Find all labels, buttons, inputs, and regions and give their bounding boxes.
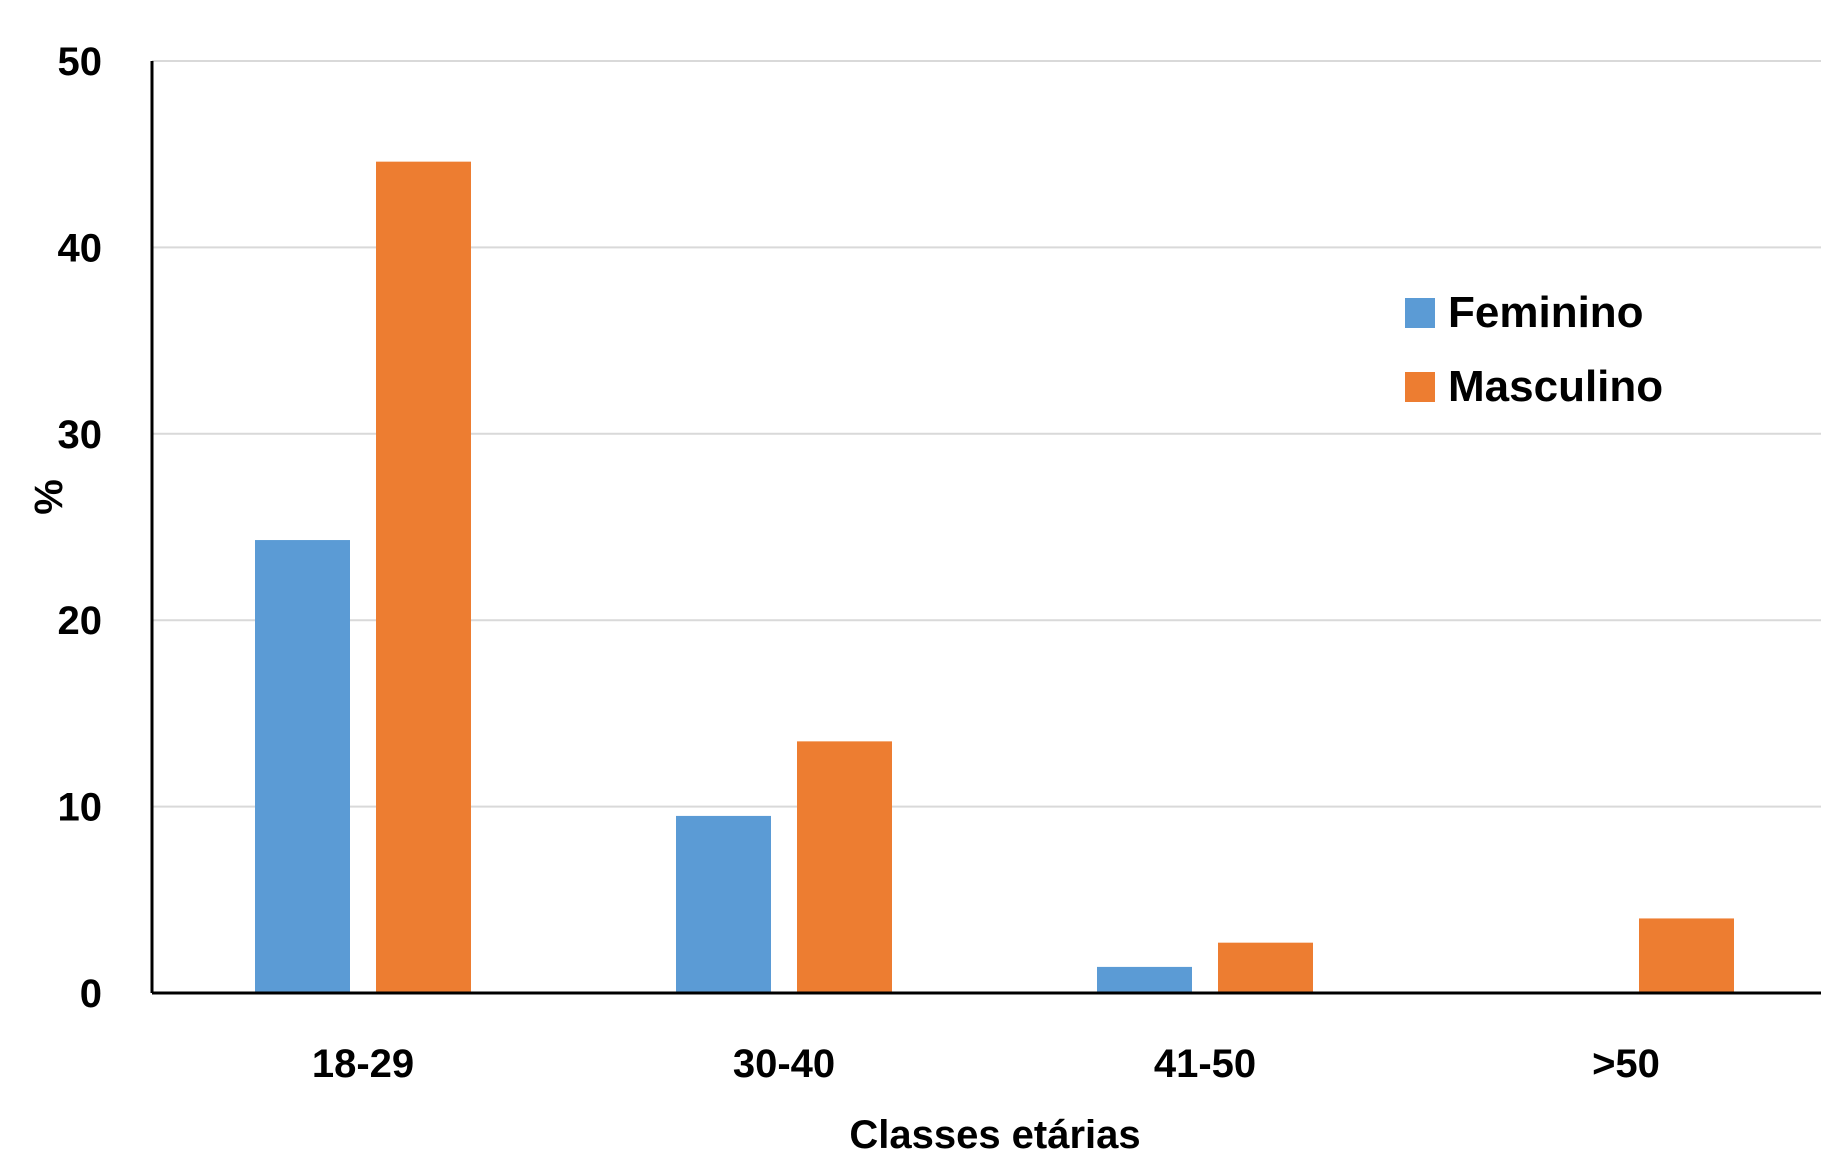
legend-label-masculino: Masculino — [1448, 362, 1663, 411]
y-tick-label: 0 — [80, 972, 102, 1016]
y-tick-label: 40 — [58, 226, 103, 270]
bar-feminino-2 — [1097, 966, 1192, 993]
bars — [255, 161, 1734, 993]
bar-feminino-1 — [676, 815, 771, 993]
axes — [150, 61, 1821, 995]
y-tick-label: 10 — [58, 786, 103, 830]
y-tick-label: 30 — [58, 413, 103, 457]
x-tick-label: >50 — [1592, 1042, 1660, 1086]
legend-swatch-masculino — [1405, 372, 1435, 402]
x-tick-label: 30-40 — [733, 1042, 835, 1086]
x-tick-labels: 18-29 30-40 41-50 >50 — [312, 1042, 1660, 1086]
y-tick-label: 50 — [58, 40, 103, 84]
x-tick-label: 41-50 — [1154, 1042, 1256, 1086]
bar-feminino-0 — [255, 540, 350, 993]
bar-masculino-2 — [1218, 942, 1313, 993]
x-axis-title: Classes etárias — [849, 1113, 1140, 1157]
bar-masculino-0 — [376, 161, 471, 993]
y-axis-title: % — [27, 479, 71, 515]
bar-masculino-1 — [797, 741, 892, 993]
x-tick-label: 18-29 — [312, 1042, 414, 1086]
bar-masculino-3 — [1639, 918, 1734, 993]
legend-swatch-feminino — [1405, 298, 1435, 328]
y-tick-label: 20 — [58, 599, 103, 643]
legend-label-feminino: Feminino — [1448, 288, 1644, 337]
legend: Feminino Masculino — [1405, 288, 1663, 411]
y-tick-labels: 0 10 20 30 40 50 — [58, 40, 103, 1016]
